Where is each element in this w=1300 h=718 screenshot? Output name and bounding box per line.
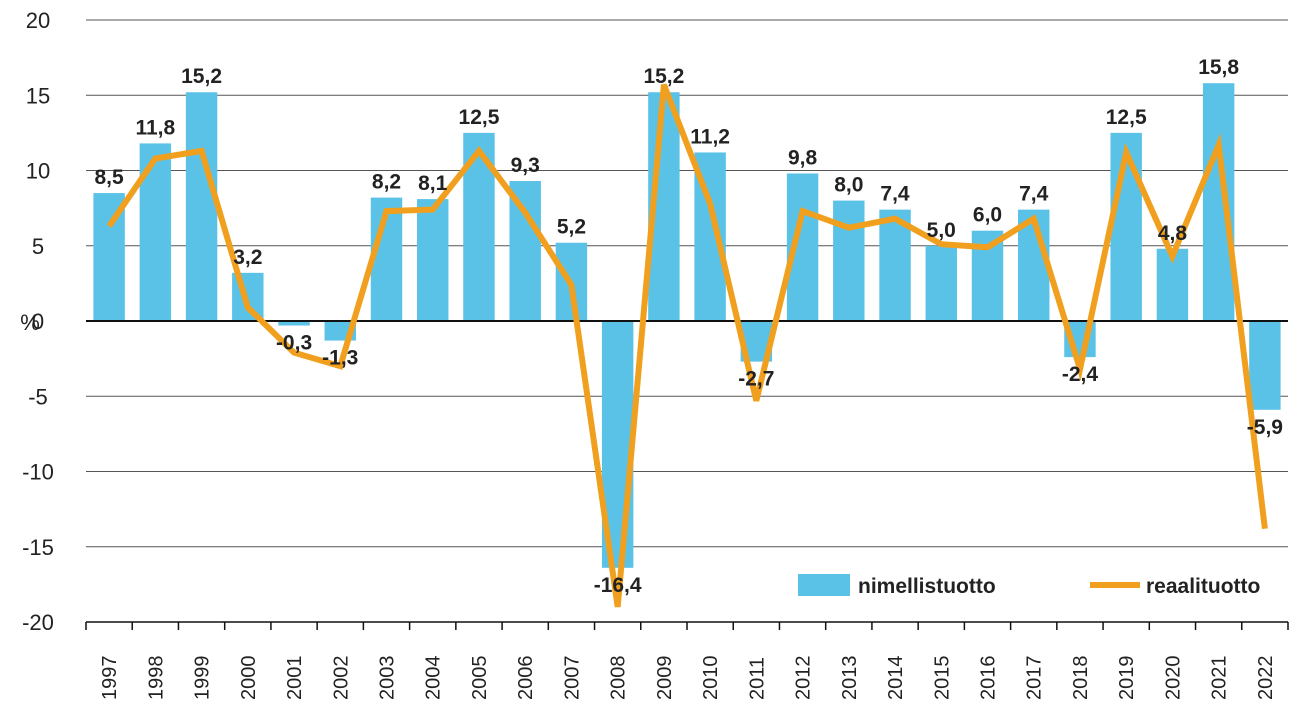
data-label-2004: 8,1 (418, 172, 448, 195)
y-tick-label: 5 (32, 234, 44, 259)
data-label-2013: 8,0 (834, 174, 863, 197)
y-tick-label: 10 (26, 159, 50, 184)
x-tick-label: 2004 (423, 656, 445, 701)
x-tick-label: 2022 (1255, 656, 1277, 701)
y-tick-label: 20 (26, 8, 50, 33)
y-tick-label: -5 (28, 384, 48, 409)
legend-label-reaalituotto: reaalituotto (1146, 575, 1260, 598)
x-tick-label: 1998 (145, 656, 167, 701)
x-tick-label: 2016 (978, 656, 1000, 701)
y-tick-label: 15 (26, 83, 50, 108)
x-tick-label: 2012 (793, 656, 815, 701)
x-tick-label: 2014 (885, 656, 907, 701)
gridlines (86, 19, 1288, 623)
line-reaalituotto (106, 83, 1268, 608)
bar-1999 (185, 92, 218, 322)
bar-2001 (278, 321, 310, 326)
x-tick-label: 2007 (561, 656, 583, 701)
data-label-2007: 5,2 (557, 216, 586, 239)
bar-data-labels: 8,5 11,8 15,2 3,2 -0,3 -1,3 8,2 8,1 12,5 9,3 5,2 -1… (95, 56, 1283, 597)
x-axis: 1997 1998 1999 2000 2001 2002 2003 2004 2005 2006… (85, 621, 1289, 701)
legend-swatch-nimellistuotto (798, 574, 850, 596)
bar-2013 (833, 200, 865, 321)
data-label-2011: -2,7 (738, 368, 774, 391)
x-tick-label: 2015 (931, 656, 953, 701)
data-label-2003: 8,2 (372, 171, 401, 194)
y-tick-label: 0 (32, 309, 44, 334)
data-label-2000: 3,2 (233, 246, 262, 269)
data-label-2001: -0,3 (276, 332, 312, 355)
data-label-1998: 11,8 (135, 116, 175, 139)
data-label-1997: 8,5 (95, 166, 125, 189)
x-tick-label: 2011 (746, 657, 768, 700)
x-tick-label: 2019 (1116, 656, 1138, 701)
x-tick-label: 1997 (99, 656, 121, 701)
legend: nimellistuotto reaalituotto (798, 574, 1260, 598)
data-label-2014: 7,4 (880, 183, 910, 206)
data-label-2018: -2,4 (1062, 363, 1099, 386)
x-tick-label: 2006 (515, 656, 537, 701)
x-tick-label: 2013 (839, 656, 861, 701)
x-tick-label: 2008 (608, 656, 630, 701)
x-tick-label: 2000 (238, 656, 260, 701)
x-tick-label: 2002 (330, 656, 352, 701)
bar-2015 (925, 245, 957, 321)
bar-2004 (417, 199, 449, 321)
x-tick-label: 1999 (192, 656, 214, 701)
bar-2014 (879, 209, 911, 321)
data-label-2022: -5,9 (1247, 416, 1283, 439)
data-label-2006: 9,3 (511, 154, 540, 177)
data-label-2008: -16,4 (594, 574, 642, 597)
data-label-2002: -1,3 (322, 347, 358, 370)
data-label-2016: 6,0 (973, 204, 1002, 227)
x-tick-label: 2018 (1070, 656, 1092, 701)
data-label-1999: 15,2 (181, 65, 222, 88)
data-label-2015: 5,0 (927, 219, 956, 242)
bar-2022 (1249, 321, 1281, 410)
x-tick-label: 2003 (377, 656, 399, 701)
x-tick-label: 2010 (700, 656, 722, 701)
bar-2021 (1202, 83, 1235, 322)
bars-nimellistuotto (93, 83, 1281, 568)
x-tick-label: 2001 (284, 656, 306, 701)
x-tick-label: 2009 (654, 656, 676, 701)
y-tick-label: -15 (22, 535, 54, 560)
data-label-2012: 9,8 (788, 147, 818, 170)
x-tick-label: 2005 (469, 656, 491, 701)
y-tick-label: -10 (22, 460, 54, 485)
x-tick-label: 2020 (1162, 656, 1184, 701)
series-line-reaalituotto (106, 83, 1268, 608)
y-unit-label: % (20, 310, 40, 335)
data-label-2009: 15,2 (643, 65, 684, 88)
data-label-2019: 12,5 (1106, 106, 1147, 129)
x-tick-label: 2021 (1209, 656, 1231, 701)
legend-label-nimellistuotto: nimellistuotto (858, 575, 996, 598)
data-label-2021: 15,8 (1198, 56, 1239, 79)
data-label-2010: 11,2 (690, 125, 730, 148)
data-label-2020: 4,8 (1158, 222, 1188, 245)
data-label-2005: 12,5 (459, 106, 500, 129)
bar-2006 (509, 181, 541, 321)
data-label-2017: 7,4 (1019, 183, 1049, 206)
y-axis-ticks: 20 15 10 5 0 -5 -10 -15 -20 (22, 8, 54, 635)
y-tick-label: -20 (22, 610, 54, 635)
x-tick-label: 2017 (1024, 656, 1046, 701)
